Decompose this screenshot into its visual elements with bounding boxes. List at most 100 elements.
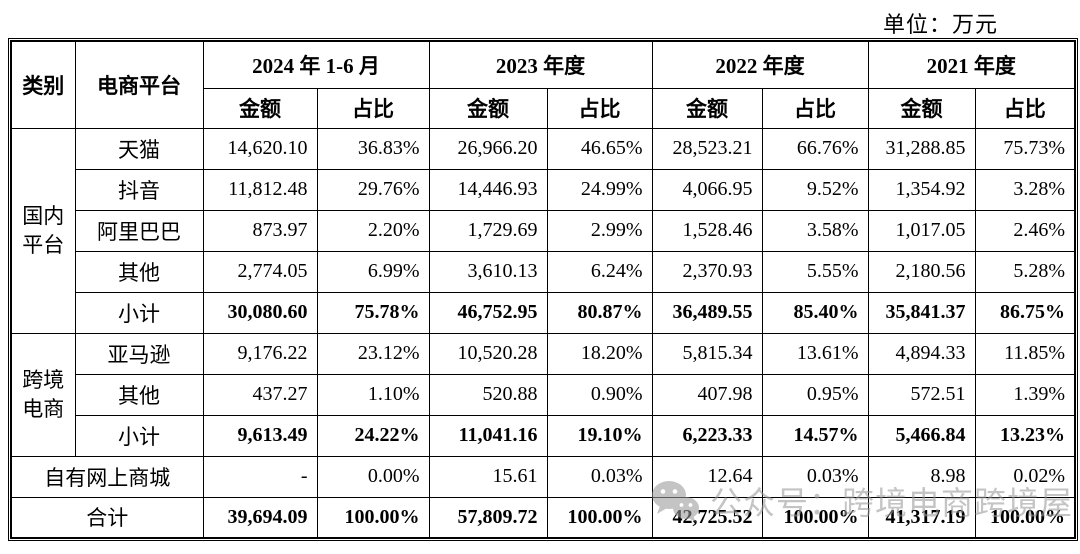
amount-cell: 41,317.19 xyxy=(867,496,976,539)
amount-cell: - xyxy=(202,455,318,498)
header-row-periods: 类别 电商平台 2024 年 1-6 月 2023 年度 2022 年度 202… xyxy=(10,40,1076,129)
amount-cell: 9,613.49 xyxy=(202,414,318,457)
amount-cell: 5,466.84 xyxy=(867,414,976,457)
group-label: 国内平台 xyxy=(22,204,65,257)
subtotal-label: 小计 xyxy=(74,414,204,457)
ratio-cell: 0.95% xyxy=(761,373,869,416)
ratio-cell: 6.99% xyxy=(316,250,430,293)
ratio-cell: 23.12% xyxy=(316,332,430,375)
amount-cell: 12.64 xyxy=(651,455,763,498)
ratio-cell: 24.22% xyxy=(316,414,430,457)
group-domestic-platforms: 国内平台 xyxy=(10,127,76,334)
amount-cell: 30,080.60 xyxy=(202,291,318,334)
ratio-cell: 6.24% xyxy=(546,250,653,293)
header-amount-2023: 金额 xyxy=(428,87,548,129)
ratio-cell: 9.52% xyxy=(761,168,869,211)
platform-label: 其他 xyxy=(74,373,204,416)
header-ratio-2024: 占比 xyxy=(316,87,430,129)
table-row-alibaba: 阿里巴巴 873.97 2.20% 1,729.69 2.99% 1,528.4… xyxy=(11,209,1076,252)
ratio-cell: 14.57% xyxy=(761,414,869,457)
ratio-cell: 86.75% xyxy=(974,291,1076,334)
unit-label: 单位：万元 xyxy=(882,12,998,37)
ratio-cell: 0.90% xyxy=(546,373,653,416)
table-row-tmall: 国内平台 天猫 14,620.10 36.83% 26,966.20 46.65… xyxy=(10,127,1076,334)
amount-cell: 407.98 xyxy=(651,373,763,416)
ratio-cell: 0.02% xyxy=(974,455,1076,498)
amount-cell: 39,694.09 xyxy=(202,496,318,539)
ratio-cell: 75.73% xyxy=(974,127,1076,170)
amount-cell: 1,017.05 xyxy=(867,209,976,252)
ratio-cell: 66.76% xyxy=(761,127,869,170)
amount-cell: 26,966.20 xyxy=(428,127,548,170)
header-ratio-2021: 占比 xyxy=(974,87,1076,129)
header-period-2022: 2022 年度 xyxy=(651,40,869,89)
ratio-cell: 36.83% xyxy=(316,127,430,170)
ratio-cell: 0.03% xyxy=(546,455,653,498)
header-ratio-2023: 占比 xyxy=(546,87,653,129)
amount-cell: 572.51 xyxy=(867,373,976,416)
amount-cell: 3,610.13 xyxy=(428,250,548,293)
amount-cell: 873.97 xyxy=(202,209,318,252)
amount-cell: 42,725.52 xyxy=(651,496,763,539)
amount-cell: 35,841.37 xyxy=(867,291,976,334)
ratio-cell: 0.00% xyxy=(316,455,430,498)
table-row-douyin: 抖音 11,812.48 29.76% 14,446.93 24.99% 4,0… xyxy=(11,168,1076,211)
ratio-cell: 0.03% xyxy=(761,455,869,498)
amount-cell: 520.88 xyxy=(428,373,548,416)
ratio-cell: 11.85% xyxy=(974,332,1076,375)
ratio-cell: 2.46% xyxy=(974,209,1076,252)
table-row-domestic-other: 其他 2,774.05 6.99% 3,610.13 6.24% 2,370.9… xyxy=(11,250,1076,293)
ratio-cell: 3.58% xyxy=(761,209,869,252)
header-amount-2022: 金额 xyxy=(651,87,763,129)
table-row-own-online-mall: 自有网上商城 - 0.00% 15.61 0.03% 12.64 0.03% 8… xyxy=(10,455,1076,498)
header-amount-2024: 金额 xyxy=(202,87,318,129)
amount-cell: 4,066.95 xyxy=(651,168,763,211)
ratio-cell: 13.23% xyxy=(974,414,1076,457)
amount-cell: 46,752.95 xyxy=(428,291,548,334)
group-crossborder-ecommerce: 跨境电商 xyxy=(10,332,76,457)
ratio-cell: 5.28% xyxy=(974,250,1076,293)
amount-cell: 5,815.34 xyxy=(651,332,763,375)
ratio-cell: 18.20% xyxy=(546,332,653,375)
ratio-cell: 1.10% xyxy=(316,373,430,416)
platform-label: 亚马逊 xyxy=(74,332,204,375)
header-period-2021: 2021 年度 xyxy=(867,40,1076,89)
amount-cell: 57,809.72 xyxy=(428,496,548,539)
amount-cell: 6,223.33 xyxy=(651,414,763,457)
amount-cell: 10,520.28 xyxy=(428,332,548,375)
amount-cell: 14,620.10 xyxy=(202,127,318,170)
amount-cell: 2,180.56 xyxy=(867,250,976,293)
amount-cell: 36,489.55 xyxy=(651,291,763,334)
ratio-cell: 5.55% xyxy=(761,250,869,293)
header-period-2023: 2023 年度 xyxy=(428,40,653,89)
header-ratio-2022: 占比 xyxy=(761,87,869,129)
amount-cell: 437.27 xyxy=(202,373,318,416)
amount-cell: 14,446.93 xyxy=(428,168,548,211)
ratio-cell: 29.76% xyxy=(316,168,430,211)
platform-label: 阿里巴巴 xyxy=(74,209,204,252)
header-amount-2021: 金额 xyxy=(867,87,976,129)
group-label: 跨境电商 xyxy=(22,368,65,421)
table-row-amazon: 跨境电商 亚马逊 9,176.22 23.12% 10,520.28 18.20… xyxy=(10,332,1076,457)
ratio-cell: 85.40% xyxy=(761,291,869,334)
table-row-crossborder-other: 其他 437.27 1.10% 520.88 0.90% 407.98 0.95… xyxy=(11,373,1076,416)
total-label: 合计 xyxy=(10,496,204,539)
amount-cell: 2,774.05 xyxy=(202,250,318,293)
ratio-cell: 100.00% xyxy=(761,496,869,539)
amount-cell: 28,523.21 xyxy=(651,127,763,170)
platform-label: 天猫 xyxy=(74,127,204,170)
ratio-cell: 13.61% xyxy=(761,332,869,375)
ratio-cell: 2.99% xyxy=(546,209,653,252)
ratio-cell: 100.00% xyxy=(316,496,430,539)
ratio-cell: 2.20% xyxy=(316,209,430,252)
amount-cell: 4,894.33 xyxy=(867,332,976,375)
ratio-cell: 24.99% xyxy=(546,168,653,211)
ratio-cell: 46.65% xyxy=(546,127,653,170)
ratio-cell: 75.78% xyxy=(316,291,430,334)
amount-cell: 1,528.46 xyxy=(651,209,763,252)
platform-label: 其他 xyxy=(74,250,204,293)
amount-cell: 1,354.92 xyxy=(867,168,976,211)
amount-cell: 11,041.16 xyxy=(428,414,548,457)
amount-cell: 15.61 xyxy=(428,455,548,498)
table-row-domestic-subtotal: 小计 30,080.60 75.78% 46,752.95 80.87% 36,… xyxy=(11,291,1076,334)
